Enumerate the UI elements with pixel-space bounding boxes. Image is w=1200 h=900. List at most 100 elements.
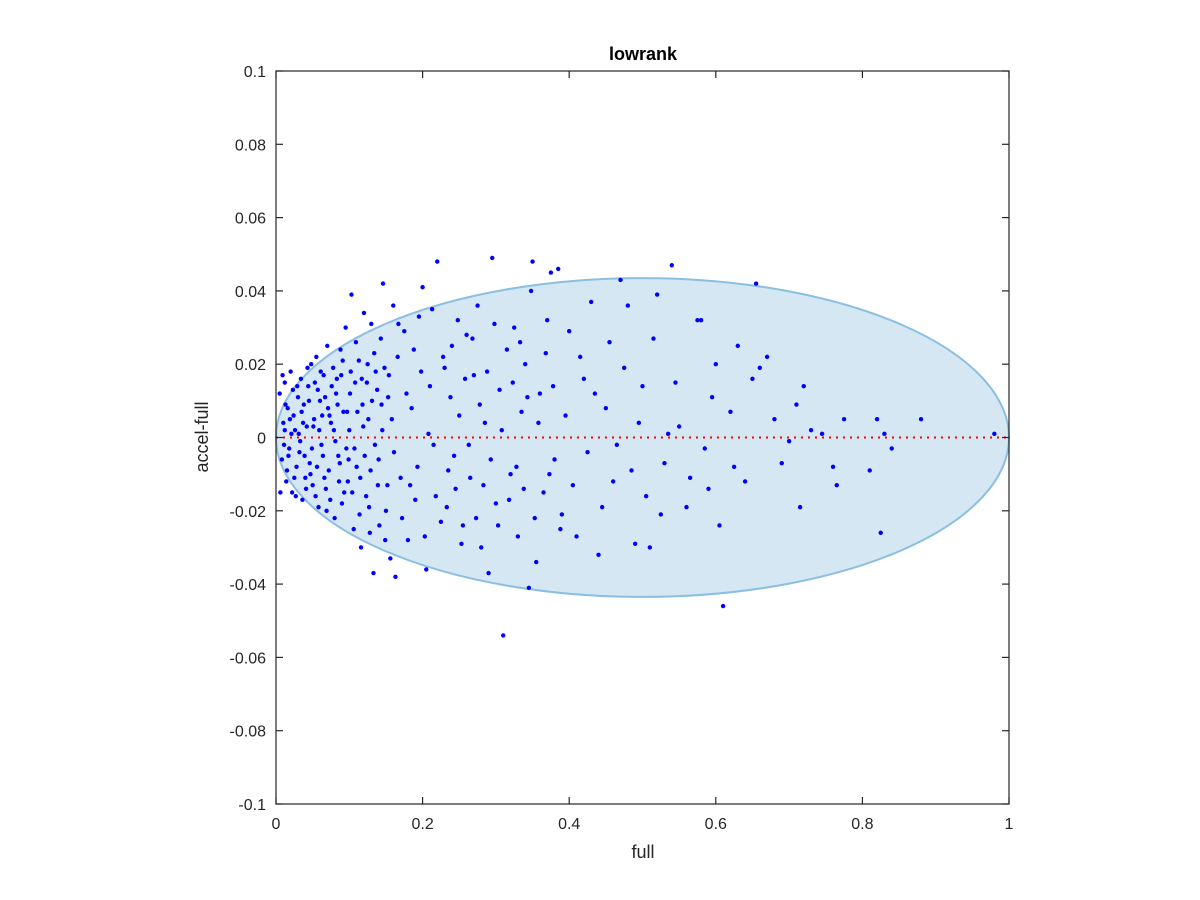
- data-point: [279, 457, 285, 462]
- data-point: [322, 475, 327, 481]
- data-point: [506, 497, 512, 503]
- x-axis-label: full: [631, 842, 654, 862]
- data-point: [320, 453, 326, 459]
- data-point: [596, 552, 601, 557]
- data-point: [352, 446, 357, 451]
- data-point: [356, 358, 362, 363]
- data-point: [418, 369, 424, 374]
- data-point: [499, 427, 504, 433]
- data-point: [372, 442, 378, 448]
- data-point: [662, 460, 667, 466]
- data-point: [308, 471, 313, 477]
- y-tick-label: 0.1: [244, 64, 266, 81]
- data-point: [407, 482, 413, 488]
- data-point: [335, 402, 340, 407]
- data-point: [353, 340, 359, 345]
- data-point: [482, 420, 488, 426]
- data-point: [493, 501, 499, 506]
- data-point: [373, 369, 378, 374]
- data-point: [281, 420, 286, 426]
- data-point: [492, 321, 497, 327]
- data-point: [779, 460, 784, 466]
- data-point: [391, 303, 396, 308]
- data-point: [525, 394, 530, 400]
- data-point: [349, 292, 354, 297]
- data-point: [282, 380, 287, 385]
- data-point: [654, 292, 660, 297]
- data-point: [720, 603, 726, 609]
- y-tick-label: -0.1: [238, 797, 266, 814]
- data-point: [603, 405, 609, 411]
- data-point: [324, 508, 329, 513]
- data-point: [444, 504, 449, 510]
- data-point: [284, 479, 289, 484]
- data-point: [797, 504, 803, 510]
- data-point: [532, 515, 537, 521]
- data-point: [918, 416, 924, 422]
- data-point: [396, 321, 401, 327]
- data-point: [365, 362, 370, 367]
- data-point: [684, 504, 689, 510]
- x-tick-label: 0.4: [558, 816, 580, 833]
- data-point: [339, 372, 344, 378]
- data-point: [278, 490, 283, 495]
- data-point: [455, 318, 460, 323]
- data-point: [413, 497, 418, 503]
- data-point: [369, 321, 374, 327]
- data-point: [290, 387, 296, 393]
- data-point: [651, 336, 656, 341]
- y-tick-label: -0.02: [230, 504, 267, 521]
- data-point: [438, 519, 444, 524]
- data-point: [325, 343, 330, 349]
- data-point: [841, 416, 847, 422]
- y-tick-label: 0.06: [235, 211, 266, 228]
- data-point: [292, 427, 298, 433]
- data-point: [296, 431, 301, 437]
- data-point: [801, 383, 806, 389]
- data-point: [643, 493, 649, 499]
- data-point: [556, 266, 561, 272]
- data-point: [757, 365, 762, 371]
- data-point: [298, 376, 304, 382]
- data-point: [427, 383, 433, 389]
- data-point: [283, 402, 288, 407]
- data-point: [300, 420, 306, 426]
- data-point: [477, 402, 482, 407]
- data-point: [448, 394, 453, 400]
- data-point: [429, 307, 435, 312]
- data-point: [375, 482, 381, 488]
- data-point: [647, 545, 653, 550]
- data-point: [297, 438, 303, 444]
- data-point: [347, 427, 352, 433]
- data-point: [312, 380, 318, 385]
- chart-title: lowrank: [609, 44, 678, 64]
- data-point: [385, 394, 391, 400]
- data-point: [446, 468, 451, 473]
- data-point: [411, 347, 417, 352]
- data-point: [288, 369, 293, 374]
- data-point: [433, 493, 438, 499]
- data-point: [416, 314, 422, 319]
- data-point: [519, 409, 524, 415]
- data-point: [398, 475, 403, 481]
- data-point: [521, 486, 526, 492]
- data-points-layer: [277, 255, 997, 638]
- data-point: [341, 409, 346, 415]
- data-point: [303, 475, 308, 481]
- data-point: [665, 431, 671, 437]
- data-point: [431, 442, 436, 448]
- data-point: [632, 541, 638, 546]
- data-point: [376, 457, 381, 462]
- data-point: [830, 464, 836, 470]
- data-point: [992, 431, 997, 437]
- data-point: [361, 424, 366, 429]
- data-point: [473, 515, 479, 521]
- x-tick-label: 0.8: [851, 816, 873, 833]
- data-point: [314, 464, 320, 470]
- data-point: [389, 416, 395, 422]
- data-point: [281, 442, 287, 448]
- data-point: [537, 391, 543, 396]
- data-point: [442, 365, 447, 371]
- data-point: [563, 413, 568, 418]
- data-point: [541, 490, 546, 495]
